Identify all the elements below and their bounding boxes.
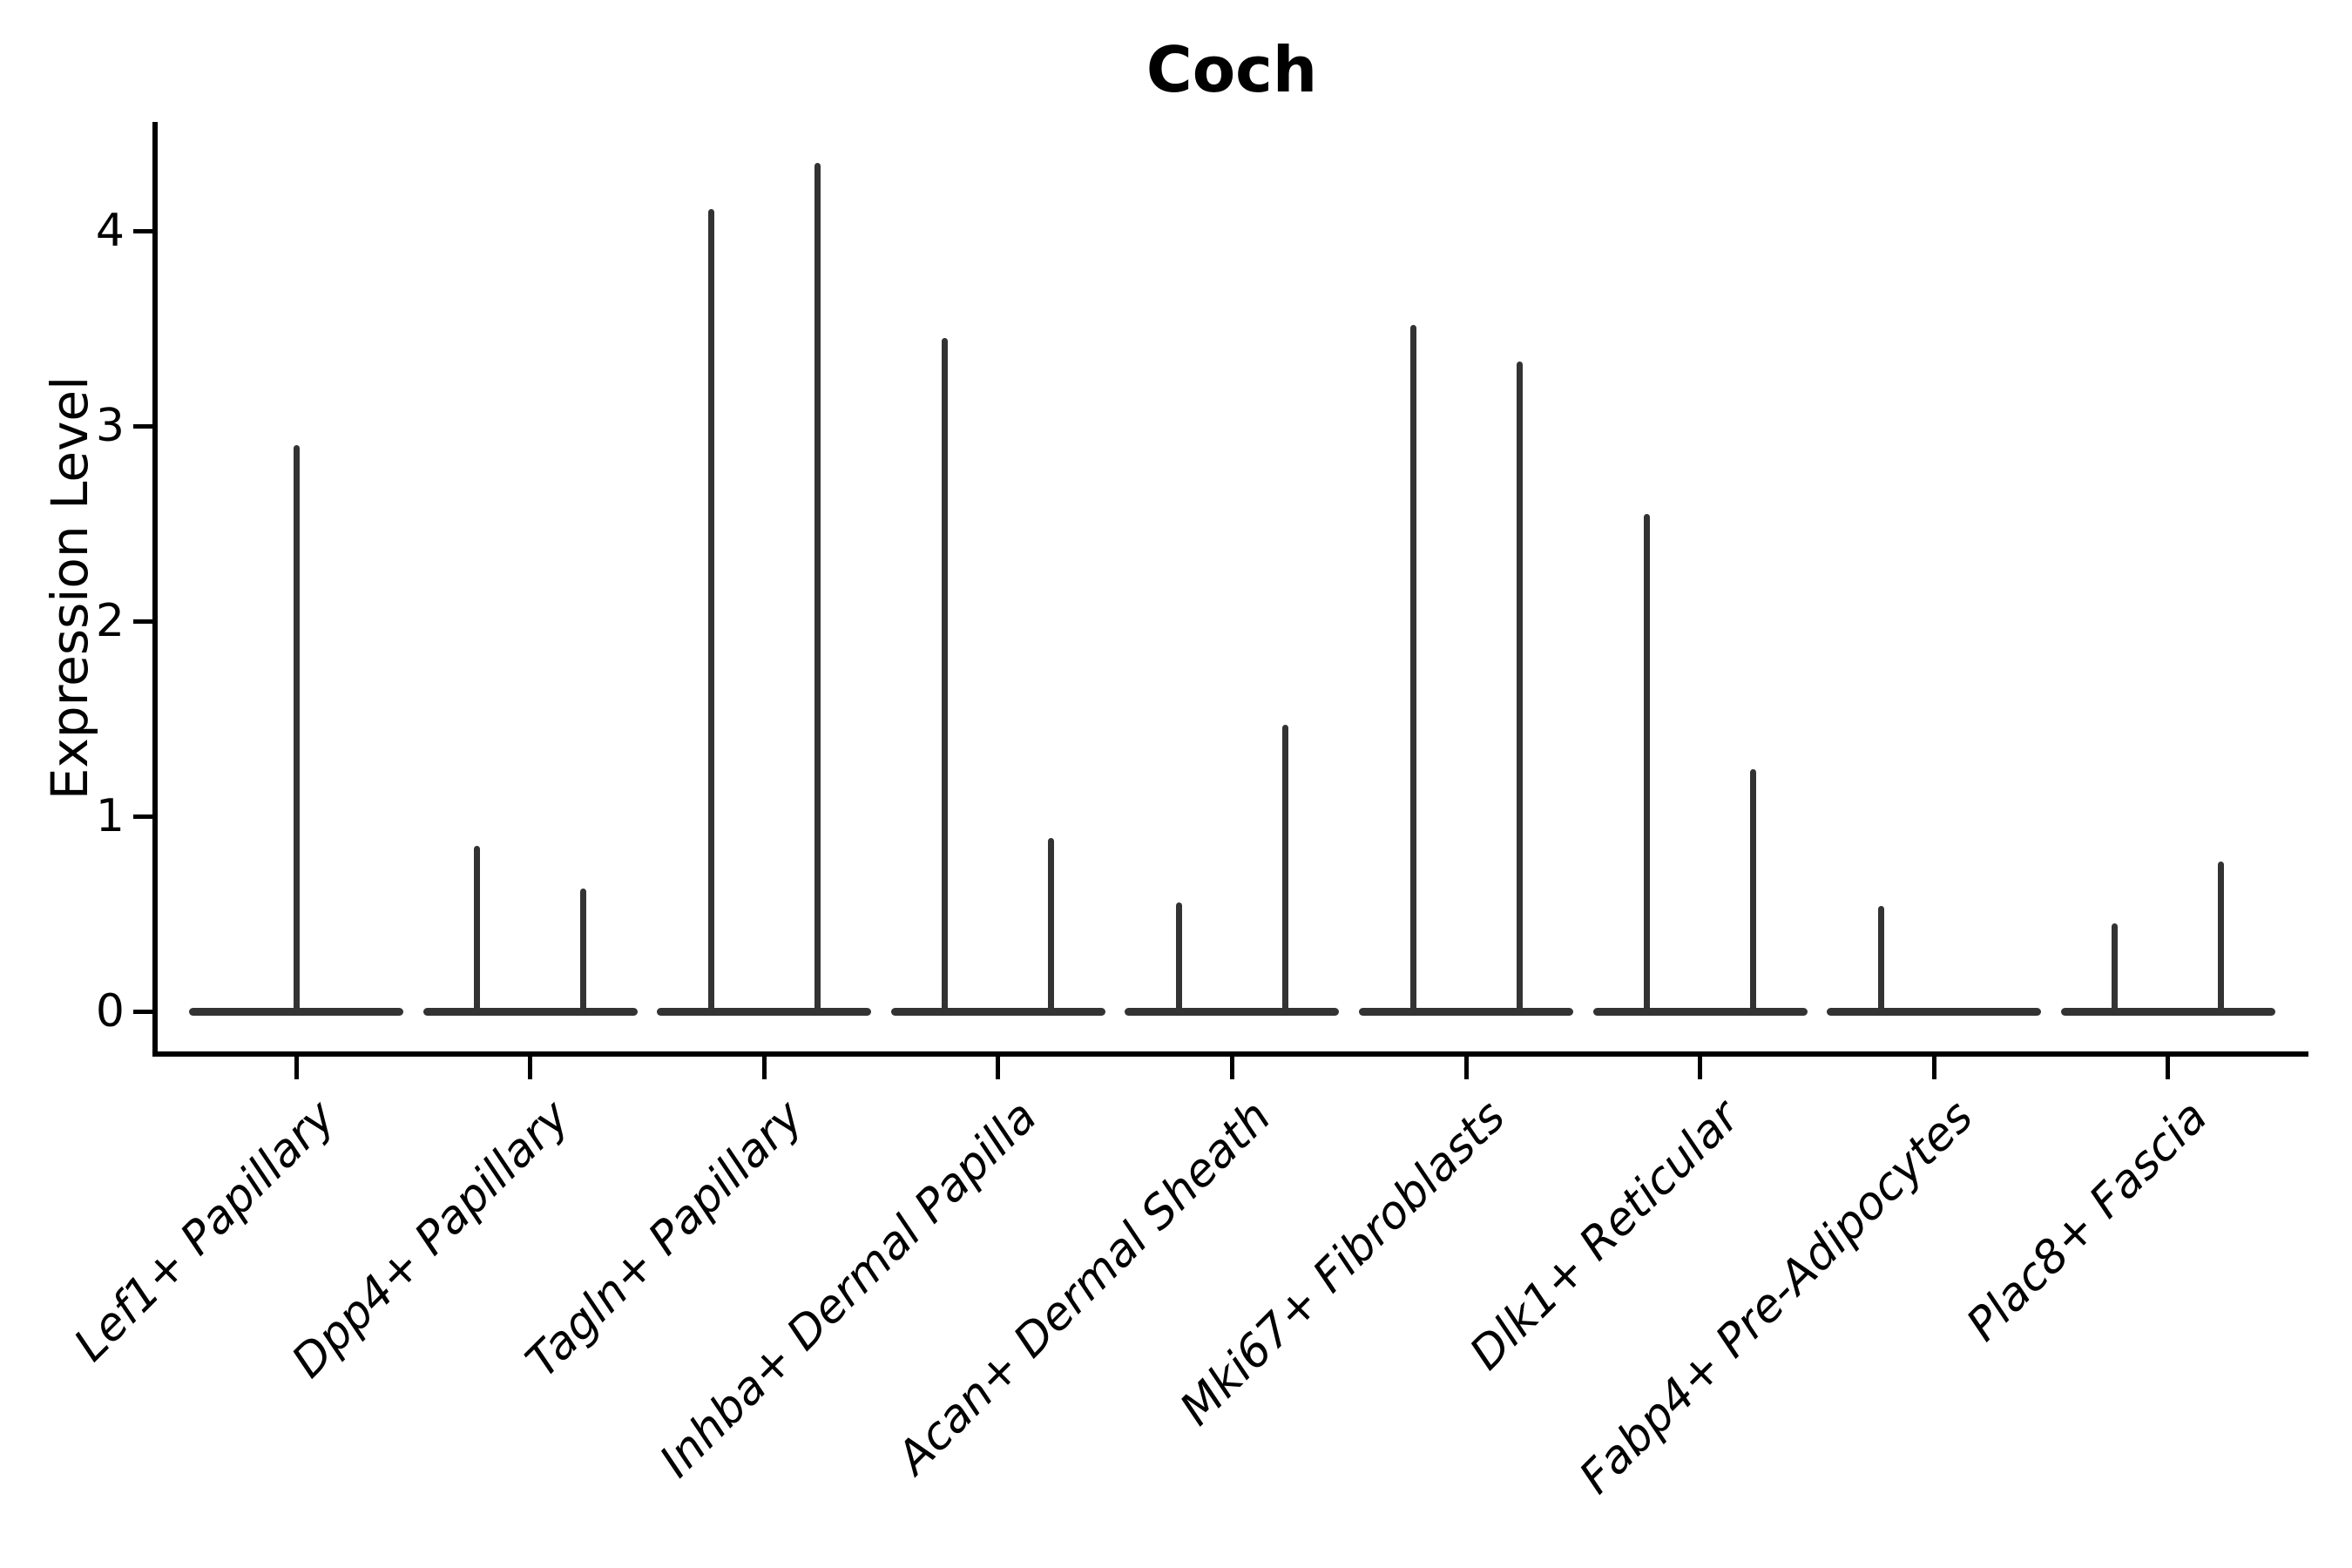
violin-spike xyxy=(1750,769,1757,1016)
y-tick xyxy=(133,228,152,233)
x-axis-spine xyxy=(152,1051,2308,1057)
violin-body xyxy=(2060,1007,2275,1016)
violin-spike xyxy=(580,888,587,1016)
y-tick xyxy=(133,423,152,429)
violin-body xyxy=(1125,1007,1340,1016)
x-tick xyxy=(2166,1057,2171,1079)
y-tick xyxy=(133,1009,152,1014)
violin-spike xyxy=(1175,902,1182,1016)
violin-spike xyxy=(1877,906,1884,1016)
violin-spike xyxy=(293,445,300,1016)
violin-body xyxy=(890,1007,1105,1016)
violin-spike xyxy=(2218,861,2225,1016)
violin-spike xyxy=(1409,324,1416,1016)
violin-body xyxy=(1827,1007,2042,1016)
x-tick xyxy=(1931,1057,1936,1079)
y-axis-spine xyxy=(152,122,158,1057)
y-tick-label: 3 xyxy=(95,400,125,452)
violin-spike xyxy=(1048,837,1055,1016)
violin-spike xyxy=(942,338,949,1016)
violin-spike xyxy=(474,845,481,1016)
violin-body xyxy=(422,1007,638,1016)
violin-body xyxy=(1592,1007,1808,1016)
y-tick xyxy=(133,814,152,819)
x-tick xyxy=(1698,1057,1703,1079)
violin-body xyxy=(657,1007,872,1016)
x-tick xyxy=(996,1057,1001,1079)
x-tick xyxy=(528,1057,533,1079)
y-tick-label: 1 xyxy=(95,790,125,842)
y-tick xyxy=(133,618,152,624)
y-tick-label: 0 xyxy=(95,985,125,1037)
x-tick xyxy=(294,1057,299,1079)
x-tick-label: Inhba+ Dermal Papilla xyxy=(650,1091,1048,1488)
x-tick-label: Acan+ Dermal Sheath xyxy=(887,1091,1281,1484)
x-tick-label: Plac8+ Fascia xyxy=(1956,1091,2218,1352)
violin-spike xyxy=(1644,513,1651,1016)
x-tick xyxy=(1229,1057,1234,1079)
y-tick-label: 2 xyxy=(95,595,125,647)
x-tick-label: Fabp4+ Pre-Adipocytes xyxy=(1570,1091,1984,1504)
x-tick xyxy=(761,1057,767,1079)
y-tick-label: 4 xyxy=(95,205,125,257)
violin-spike xyxy=(1516,362,1523,1016)
violin-spike xyxy=(1281,724,1288,1016)
violin-spike xyxy=(814,162,821,1016)
x-tick xyxy=(1463,1057,1469,1079)
violin-spike xyxy=(707,209,714,1016)
violin-spike xyxy=(2112,923,2119,1016)
violin-body xyxy=(1359,1007,1573,1016)
chart-title: Coch xyxy=(1146,33,1318,106)
